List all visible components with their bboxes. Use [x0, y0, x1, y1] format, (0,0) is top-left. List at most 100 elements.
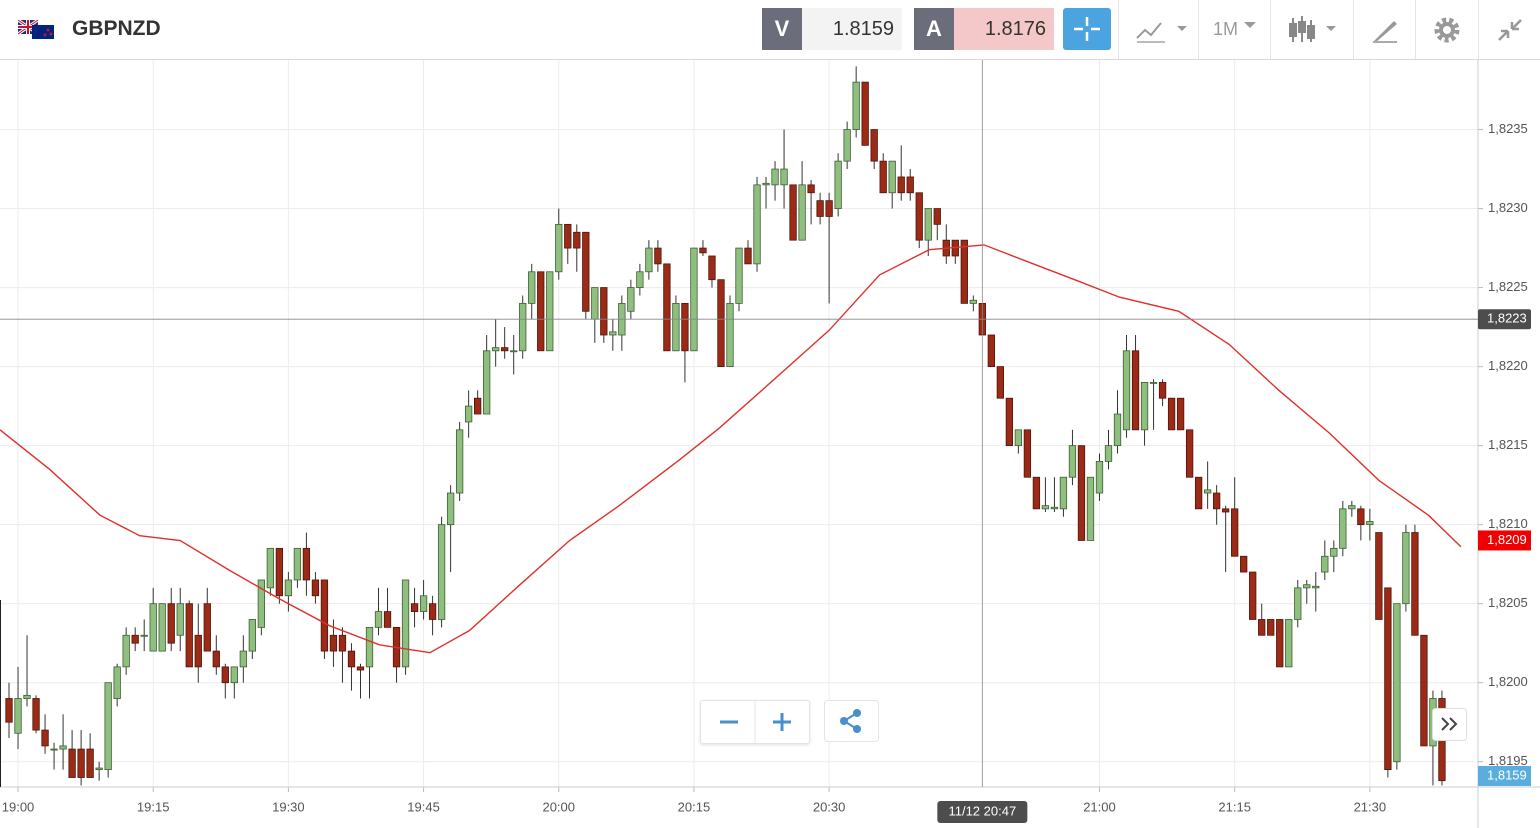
candle	[1140, 382, 1149, 446]
candle	[167, 587, 175, 652]
candle-body	[1122, 350, 1131, 431]
x-tick-label: 21:15	[1218, 799, 1251, 814]
candle	[861, 81, 869, 146]
timeframe-button[interactable]: 1M	[1213, 19, 1239, 39]
candle-body	[347, 650, 356, 668]
separator	[1270, 0, 1271, 59]
candle-body	[1050, 506, 1059, 510]
candle	[104, 682, 112, 778]
candle	[113, 663, 121, 707]
candle	[383, 587, 392, 628]
y-tick-label: 1,8220	[1488, 358, 1528, 373]
bid-price[interactable]: 1.8159	[802, 8, 902, 50]
candle	[1393, 603, 1401, 770]
candle	[564, 223, 572, 264]
candle-body	[870, 129, 878, 162]
candle-body	[1095, 461, 1104, 494]
draw-tool-button[interactable]	[1370, 16, 1400, 44]
candle	[1167, 397, 1176, 431]
candle-body	[555, 223, 563, 273]
candle	[1104, 429, 1113, 470]
candle	[23, 635, 31, 707]
candle	[1285, 619, 1293, 668]
candle-body	[771, 168, 779, 186]
candle	[843, 121, 851, 170]
candle	[1420, 634, 1428, 747]
candle	[708, 255, 716, 288]
candle	[726, 295, 734, 368]
candle	[1411, 524, 1419, 636]
share-button[interactable]	[824, 700, 880, 743]
candle	[627, 279, 635, 320]
ask-label[interactable]: A	[914, 8, 954, 50]
candle	[996, 366, 1004, 399]
chart-type-button[interactable]	[1135, 16, 1190, 44]
candle	[681, 302, 689, 383]
x-tick-label: 21:00	[1083, 799, 1116, 814]
candle-body	[122, 634, 130, 668]
bid-label[interactable]: V	[762, 8, 802, 50]
candle-body	[1023, 429, 1032, 478]
candle	[284, 572, 293, 612]
candle-body	[59, 745, 67, 750]
candle-body	[483, 350, 491, 415]
candle	[1149, 379, 1158, 430]
candle-body	[1104, 445, 1113, 462]
candle-body	[266, 547, 275, 589]
candle	[248, 619, 256, 659]
candle-body	[672, 302, 680, 352]
candle-body	[374, 611, 383, 628]
candle	[960, 239, 968, 304]
settings-button[interactable]	[1432, 15, 1462, 45]
collapse-button[interactable]	[1495, 16, 1525, 44]
candle	[365, 626, 374, 699]
candle-body	[50, 748, 58, 751]
price-marker-label: 1,8209	[1487, 532, 1527, 547]
candle-body	[474, 397, 482, 415]
candle	[1194, 476, 1203, 510]
candle-body	[1167, 397, 1176, 431]
crosshair-x-box	[937, 801, 1028, 823]
candle-body	[1411, 532, 1419, 636]
crosshair-button[interactable]	[1063, 8, 1111, 50]
candle	[1213, 485, 1221, 525]
zoom-icons[interactable]	[701, 701, 809, 743]
candle	[555, 208, 563, 280]
candle	[1122, 334, 1131, 438]
candle	[419, 579, 428, 620]
candle-body	[320, 579, 329, 652]
candle-body	[1086, 476, 1095, 541]
crosshair-y-label: 1,8223	[1487, 311, 1527, 326]
candle	[1086, 476, 1095, 541]
candle	[410, 587, 419, 628]
candle-body	[816, 200, 824, 217]
candle-body	[492, 347, 500, 352]
candle-body	[239, 650, 247, 668]
candle	[870, 129, 878, 170]
candle	[537, 271, 545, 352]
candle-body	[1176, 397, 1185, 431]
candle-body	[996, 366, 1004, 399]
candle-body	[41, 729, 49, 747]
candle-body	[158, 603, 166, 652]
candle	[176, 587, 184, 652]
candle	[1276, 619, 1284, 668]
candle-type-button[interactable]	[1288, 14, 1340, 46]
candle	[122, 627, 130, 675]
candle	[1068, 429, 1077, 486]
x-tick-label: 19:45	[407, 799, 440, 814]
candle	[1267, 619, 1275, 636]
x-tick-label: 19:30	[272, 799, 305, 814]
candle	[1366, 508, 1374, 541]
x-tick-label: 19:15	[137, 799, 170, 814]
candle-body	[753, 184, 761, 265]
candle-body	[383, 611, 392, 628]
ask-price[interactable]: 1.8176	[954, 8, 1054, 50]
scroll-right-button[interactable]	[1432, 708, 1467, 741]
candle-body	[627, 287, 635, 312]
candle	[807, 180, 815, 225]
candle	[483, 334, 491, 415]
candle	[1032, 476, 1041, 510]
candle	[816, 192, 824, 225]
